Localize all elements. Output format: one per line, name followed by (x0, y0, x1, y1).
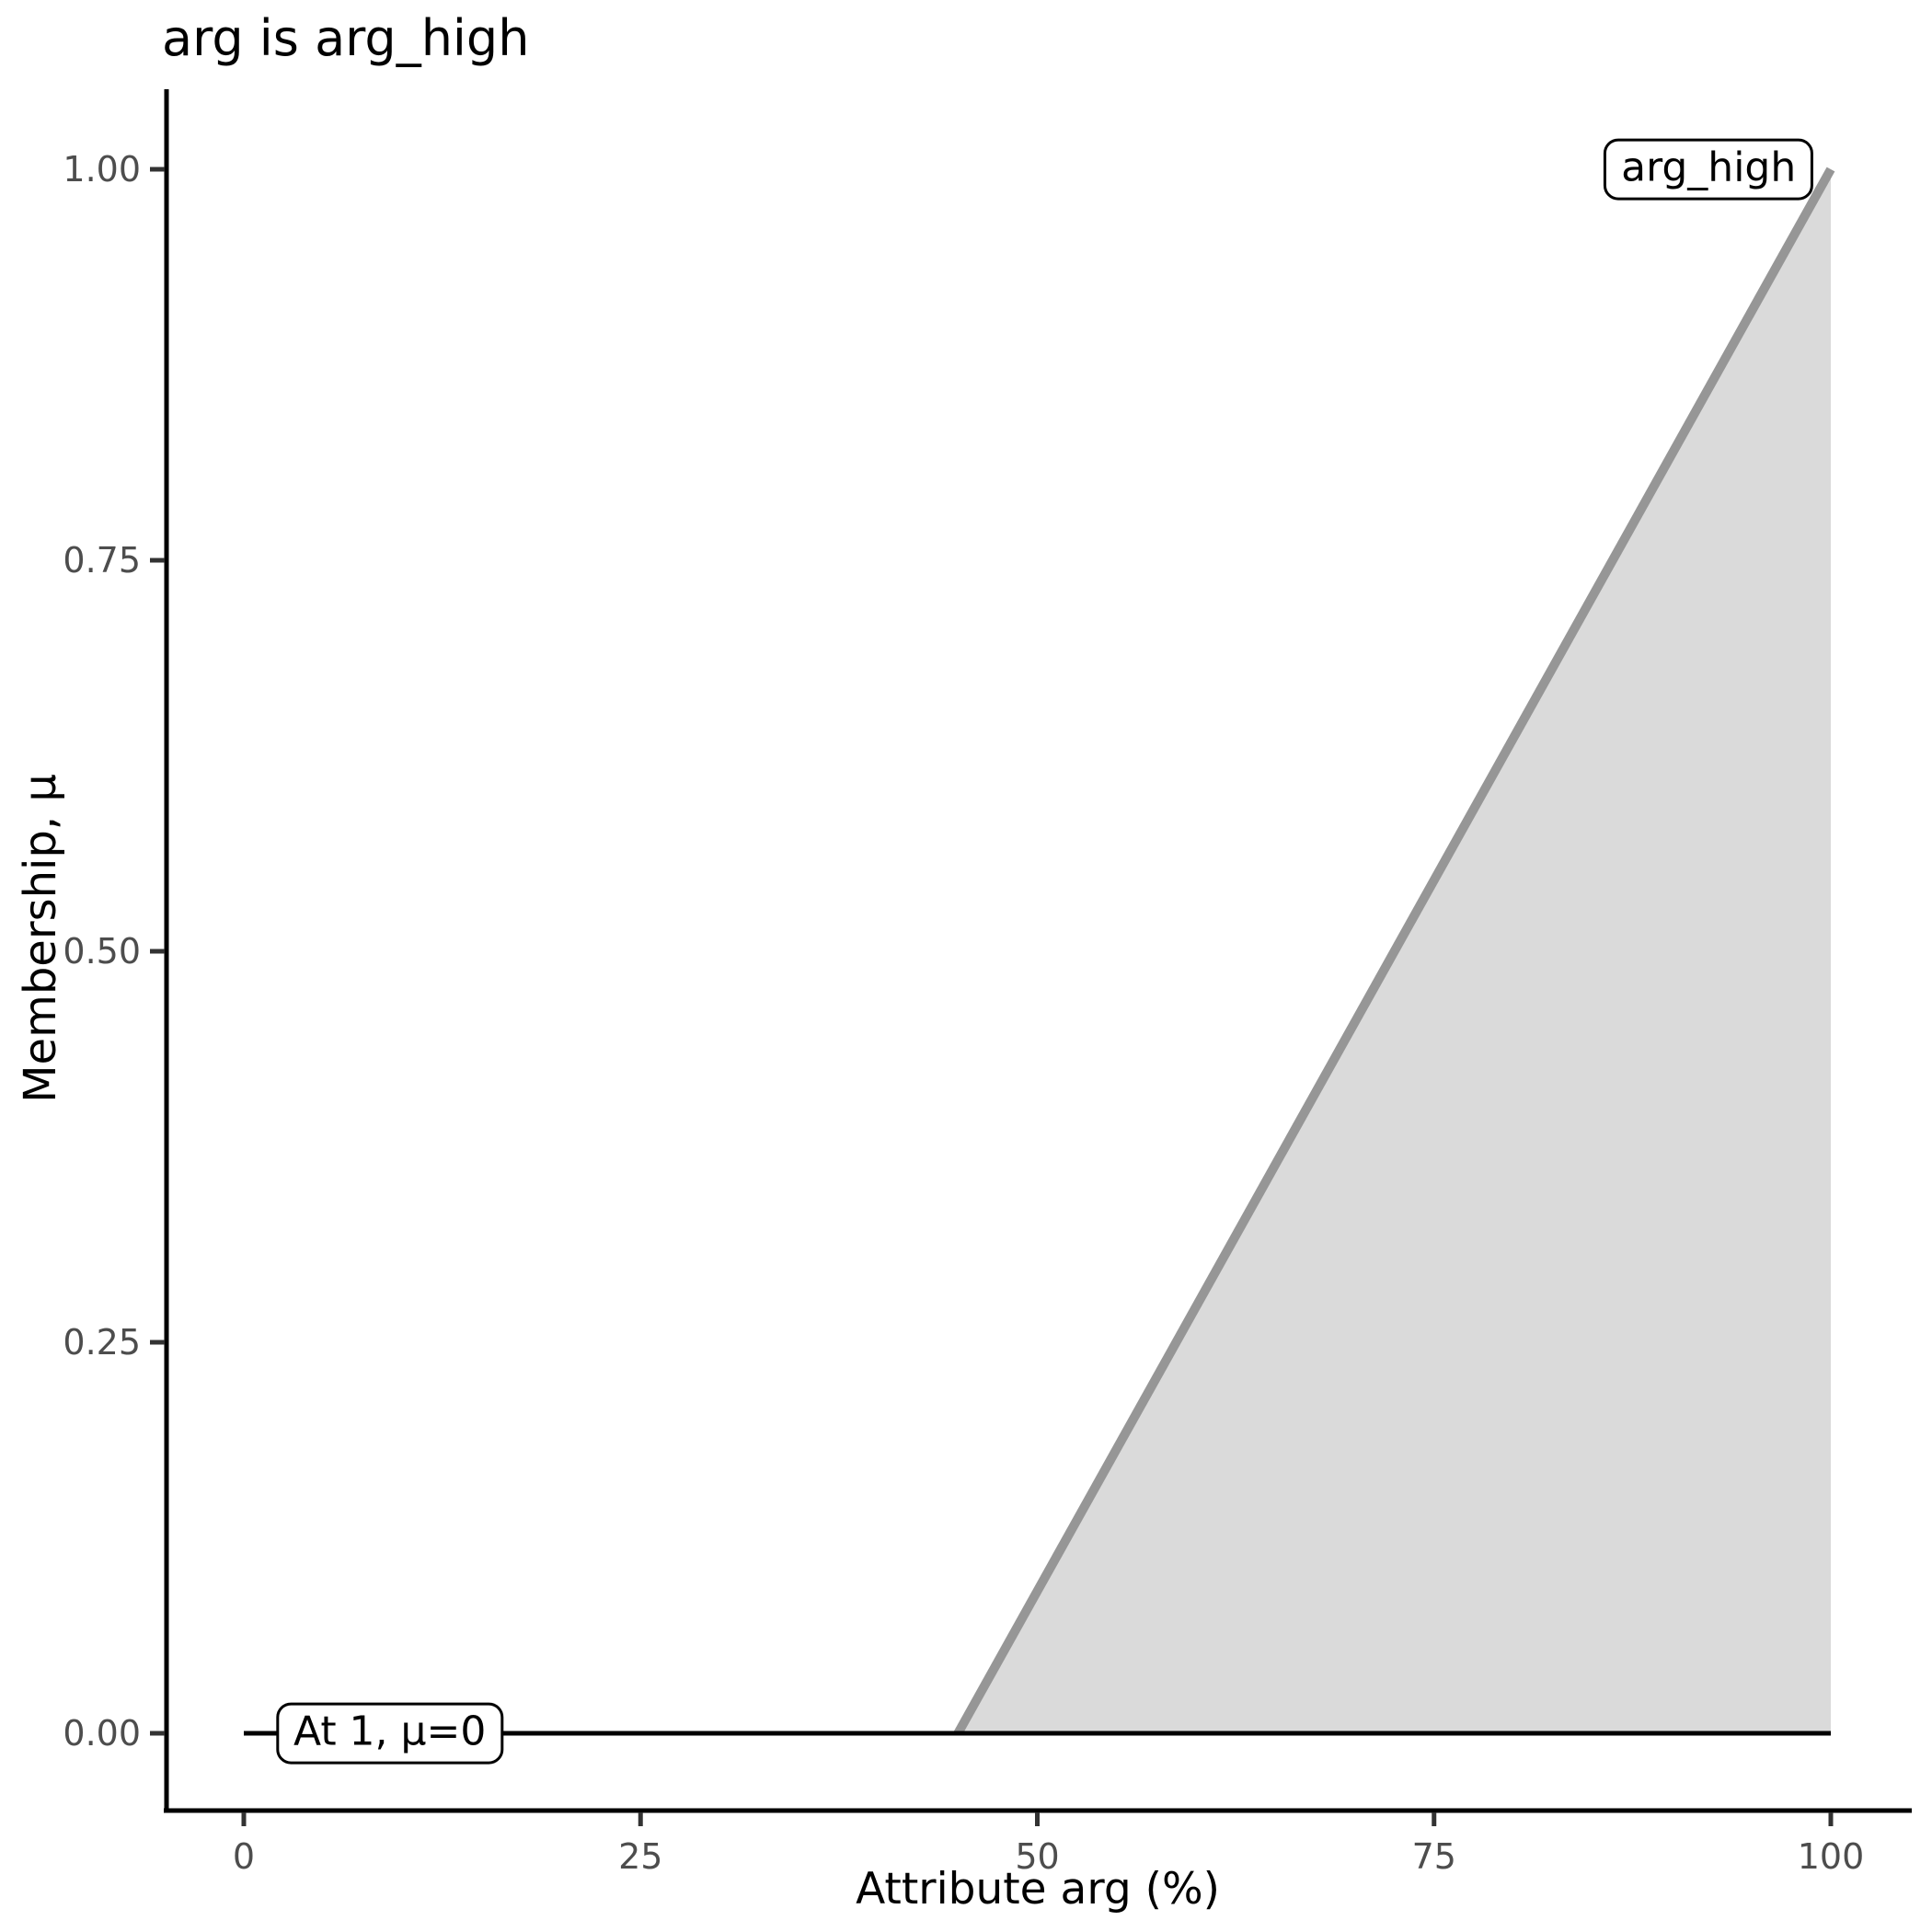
y-tick-label-0.75: 0.75 (63, 540, 141, 581)
x-tick-label-50: 50 (1015, 1836, 1060, 1877)
x-axis-title: Attribute arg (%) (856, 1864, 1220, 1915)
annotation-label-0: arg_high (1604, 138, 1814, 201)
annotation-label-1: At 1, μ=0 (275, 1702, 504, 1765)
x-tick-label-100: 100 (1797, 1836, 1865, 1877)
arg_high_membership-line (953, 167, 1835, 1736)
y-axis-title: Membership, μ (15, 774, 66, 1103)
y-tick-label-0.50: 0.50 (63, 931, 141, 972)
y-tick-label-0.25: 0.25 (63, 1322, 141, 1363)
y-tick-label-1.00: 1.00 (63, 149, 141, 190)
y-tick-label-0.00: 0.00 (63, 1713, 141, 1754)
x-tick-label-25: 25 (618, 1836, 663, 1877)
chart-title: arg is arg_high (162, 9, 530, 67)
x-tick-label-75: 75 (1411, 1836, 1456, 1877)
x-tick-label-0: 0 (232, 1836, 256, 1877)
